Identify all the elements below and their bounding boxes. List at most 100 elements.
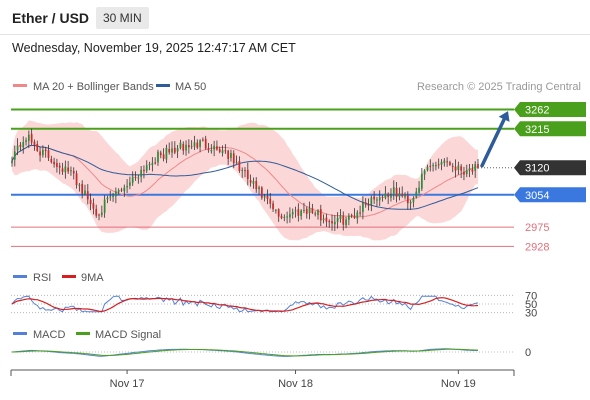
candle-body [460, 166, 463, 171]
rsi-tick-label: 50 [525, 299, 537, 311]
candle-body [283, 216, 286, 218]
candle-body [246, 169, 249, 179]
candle-body [89, 199, 92, 204]
candle-body [143, 169, 145, 172]
candle-body [145, 165, 148, 171]
candle-body [263, 196, 266, 198]
candle-body [477, 163, 479, 168]
candle-body [171, 148, 173, 153]
candle-body [465, 170, 468, 175]
candle-body [451, 165, 454, 167]
candle-body [123, 187, 126, 192]
candle-body [98, 214, 100, 216]
candle-body [227, 150, 230, 159]
candle-body [84, 190, 86, 195]
candle-body [148, 163, 151, 166]
rsi-tick-label: 70 [525, 290, 537, 302]
candle-body [221, 150, 224, 154]
candle-body [468, 168, 471, 171]
candle-body [317, 210, 319, 215]
resistance-label: 3215 [514, 121, 586, 137]
candle-body [339, 215, 342, 219]
candle-body [457, 165, 460, 171]
candle-body [325, 217, 328, 222]
candle-body [61, 168, 64, 172]
candle-body [95, 208, 98, 216]
candle-body [342, 215, 345, 225]
candle-body [356, 212, 359, 219]
candle-body [376, 199, 378, 201]
candle-body [202, 139, 204, 141]
candle-body [232, 153, 235, 164]
candle-body [359, 212, 361, 214]
candle-body [13, 151, 16, 160]
datetime-label: Wednesday, November 19, 2025 12:47:17 AM… [12, 41, 296, 55]
legend-ma20: MA 20 + Bollinger Bands [33, 81, 154, 93]
candle-body [277, 209, 280, 217]
candle-body [387, 193, 390, 197]
candle-body [42, 149, 44, 156]
candle-body [27, 134, 30, 141]
candle-body [16, 145, 19, 151]
candle-body [401, 193, 404, 197]
candle-body [179, 142, 182, 149]
candle-body [187, 145, 190, 148]
candle-body [140, 169, 143, 177]
candle-body [291, 212, 294, 215]
candle-body [204, 138, 207, 149]
candle-body [319, 209, 322, 221]
candle-body [112, 196, 114, 198]
candle-body [22, 141, 25, 148]
candle-body [345, 219, 347, 226]
candle-body [260, 187, 263, 198]
candle-body [252, 180, 255, 184]
candle-body [100, 212, 103, 216]
pivot-label-text: 3054 [525, 190, 549, 202]
candle-body [269, 198, 272, 204]
candle-body [159, 152, 162, 156]
candle-body [190, 146, 193, 148]
ma20-line [11, 145, 479, 218]
candle-body [33, 141, 36, 146]
legend-macd-signal-swatch [76, 332, 90, 335]
resistance-label: 3262 [514, 101, 586, 117]
candle-body [258, 187, 260, 190]
candle-body [157, 151, 159, 163]
candle-body [176, 148, 179, 152]
candle-body [75, 173, 78, 186]
candle-body [440, 162, 443, 165]
legend-macd-signal: MACD Signal [95, 329, 161, 341]
candle-body [185, 144, 187, 151]
candle-body [404, 194, 406, 198]
candle-body [50, 158, 53, 163]
candle-body [56, 163, 58, 167]
support-label-text: 2928 [525, 241, 549, 253]
candle-body [336, 217, 339, 222]
candle-body [398, 193, 401, 197]
candle-body [294, 210, 297, 212]
bollinger-band [12, 120, 478, 241]
x-tick-label: Nov 17 [110, 378, 145, 390]
timeframe-button[interactable]: 30 MIN [96, 7, 149, 29]
candle-body [196, 142, 199, 148]
candle-body [432, 165, 434, 167]
candle-body [297, 209, 300, 216]
candle-body [235, 162, 238, 164]
candle-body [443, 160, 446, 163]
resistance-label-text: 3262 [525, 104, 549, 116]
candle-body [463, 171, 465, 175]
macd-signal-line [12, 348, 479, 357]
candle-body [244, 170, 246, 172]
legend-ma50-swatch [156, 84, 170, 87]
candle-body [395, 188, 398, 197]
candle-body [308, 208, 311, 214]
candle-body [154, 162, 157, 164]
candle-body [241, 170, 244, 172]
support-label: 2975 [525, 222, 549, 234]
candle-body [106, 197, 109, 200]
current-price-label: 3120 [514, 160, 586, 176]
candle-body [280, 215, 283, 219]
candle-body [362, 202, 364, 212]
ma50-line [11, 145, 479, 210]
